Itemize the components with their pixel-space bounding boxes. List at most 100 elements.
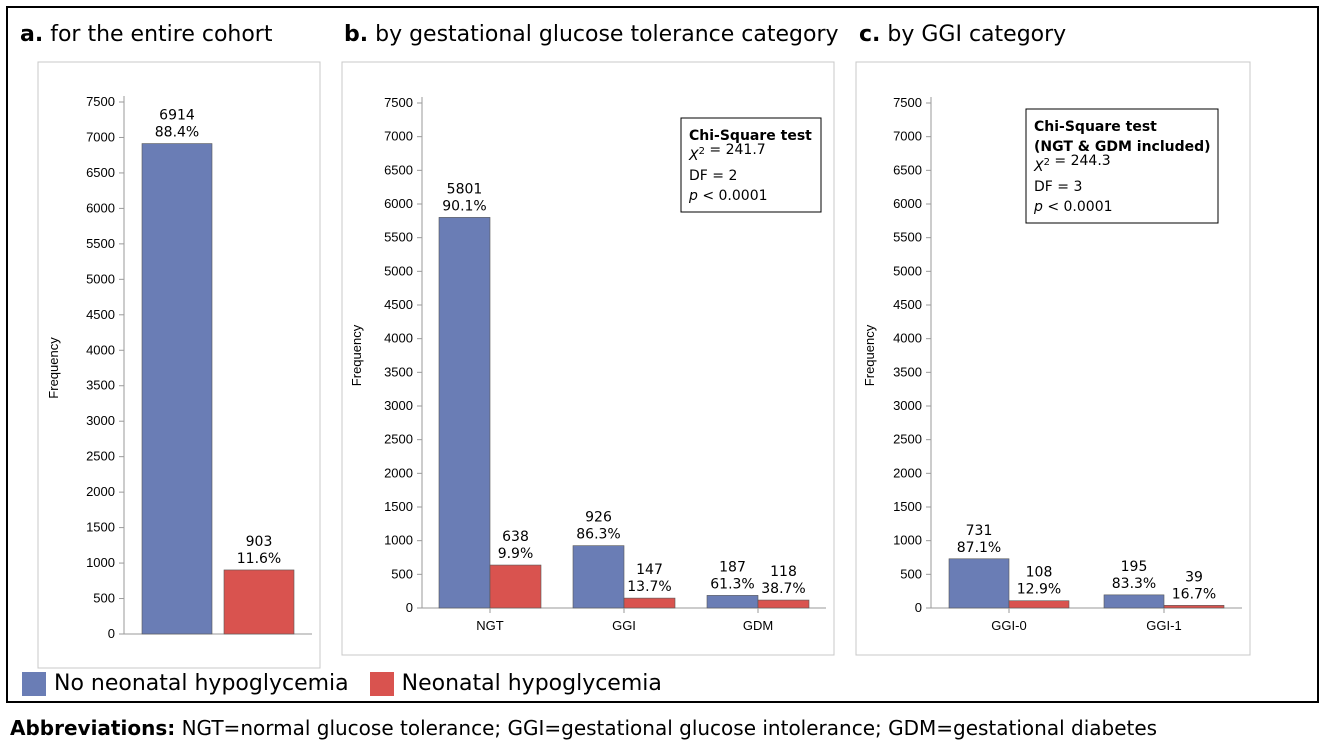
legend-swatch-red [369,671,394,696]
abbreviations-text: NGT=normal glucose tolerance; GGI=gestat… [181,716,1158,740]
y-tick-label: 2500 [86,449,115,464]
bar-series0-cat0 [948,558,1010,609]
y-tick-label: 6500 [893,162,922,177]
y-tick-label: 6000 [893,196,922,211]
y-tick-label: 7500 [893,95,922,110]
stats-value: < 0.0001 [698,188,768,204]
y-tick-label: 7500 [384,95,413,110]
data-label-count: 6914 [159,108,195,124]
legend: No neonatal hypoglycemia Neonatal hypogl… [22,671,676,702]
y-tick-label: 4500 [86,307,115,322]
y-tick-label: 2000 [384,465,413,480]
y-tick-label: 4000 [893,331,922,346]
abbreviations-note: Abbreviations: NGT=normal glucose tolera… [10,716,1157,740]
legend-item-no-hypo: No neonatal hypoglycemia [22,671,349,696]
y-tick-label: 3000 [384,398,413,413]
bar-series0-cat1 [1103,594,1165,609]
stats-symbol: p [1033,199,1043,215]
y-tick-label: 3500 [86,378,115,393]
y-tick-label: 2000 [86,484,115,499]
stats-superscript: 2 [1044,157,1050,168]
data-label-percent: 13.7% [627,579,671,595]
stats-value: DF = 2 [689,168,737,184]
y-tick-label: 6000 [384,196,413,211]
y-tick-label: 5000 [893,263,922,278]
stats-heading: Chi-Square test [1034,119,1157,135]
bar-series0-cat0 [438,217,491,609]
data-label-percent: 9.9% [498,546,534,562]
data-label-percent: 86.3% [576,527,620,543]
data-label-percent: 38.7% [761,581,805,597]
y-tick-label: 500 [391,566,413,581]
stats-symbol: X [1033,159,1044,175]
data-label-percent: 16.7% [1172,586,1216,602]
data-label-count: 731 [966,523,993,539]
y-tick-label: 4000 [384,331,413,346]
y-tick-label: 7000 [384,129,413,144]
y-tick-label: 1000 [86,555,115,570]
figure-frame: a. for the entire cohort b. by gestation… [6,6,1319,703]
y-axis-label: Frequency [46,337,61,399]
y-axis-label: Frequency [349,324,364,386]
y-tick-label: 6000 [86,200,115,215]
y-tick-label: 500 [900,566,922,581]
y-tick-label: 3000 [893,398,922,413]
legend-item-hypo: Neonatal hypoglycemia [369,671,662,696]
y-tick-label: 0 [108,626,115,641]
y-axis-label: Frequency [862,324,877,386]
chart-c: 0 500 1000 1500 2000 2500 3000 3500 4000 4500 5000… [855,61,1251,656]
bar-series0-cat2 [706,595,759,609]
data-label-percent: 11.6% [237,551,281,567]
legend-label-no-hypo: No neonatal hypoglycemia [54,671,349,696]
stats-line: DF = 2 [689,168,737,184]
stats-line: p < 0.0001 [1033,199,1113,215]
y-tick-label: 6500 [384,162,413,177]
x-tick-label: GGI-1 [1146,618,1181,633]
y-tick-label: 5500 [86,236,115,251]
stats-value: < 0.0001 [1043,199,1113,215]
y-tick-label: 4500 [384,297,413,312]
data-label-count: 147 [636,562,663,578]
bar-series1-cat0 [1008,600,1070,609]
y-tick-label: 3000 [86,413,115,428]
panel-c-title: c. by GGI category [859,22,1066,47]
y-tick-label: 4500 [893,297,922,312]
y-tick-label: 2500 [384,432,413,447]
stats-line: Chi-Square test [1034,119,1157,135]
x-tick-label: GGI-0 [991,618,1026,633]
stats-heading: (NGT & GDM included) [1034,139,1211,155]
panel-c-letter: c. [859,22,881,47]
chart-a: 0 500 1000 1500 2000 2500 3000 3500 4000 4500 5000… [37,61,321,669]
stats-symbol: p [688,188,698,204]
bar-series0-cat0 [141,143,213,635]
bar-series1-cat2 [757,599,810,609]
data-label-count: 903 [246,534,273,550]
stats-line: X2 = 244.3 [1033,153,1111,175]
y-tick-label: 7000 [893,129,922,144]
data-label-percent: 83.3% [1112,576,1156,592]
bar-series1-cat1 [1163,605,1225,609]
stats-line: X2 = 241.7 [688,142,766,164]
y-tick-label: 0 [915,600,922,615]
stats-line: Chi-Square test [689,128,812,144]
y-tick-label: 3500 [893,364,922,379]
panel-a-title: a. for the entire cohort [20,22,272,47]
bar-series1-cat1 [623,597,676,609]
y-tick-label: 2500 [893,432,922,447]
bar-series0-cat1 [572,545,625,609]
y-tick-label: 3500 [384,364,413,379]
y-tick-label: 1500 [893,499,922,514]
data-label-percent: 90.1% [442,198,486,214]
stats-line: DF = 3 [1034,179,1082,195]
stats-value: = 244.3 [1050,153,1111,169]
y-tick-label: 7000 [86,129,115,144]
y-tick-label: 5500 [893,230,922,245]
y-tick-label: 5000 [86,271,115,286]
stats-line: p < 0.0001 [688,188,768,204]
y-tick-label: 4000 [86,342,115,357]
y-tick-label: 1000 [893,533,922,548]
y-tick-label: 1000 [384,533,413,548]
panel-b-letter: b. [344,22,369,47]
data-label-count: 638 [502,529,529,545]
x-tick-label: NGT [476,618,504,633]
